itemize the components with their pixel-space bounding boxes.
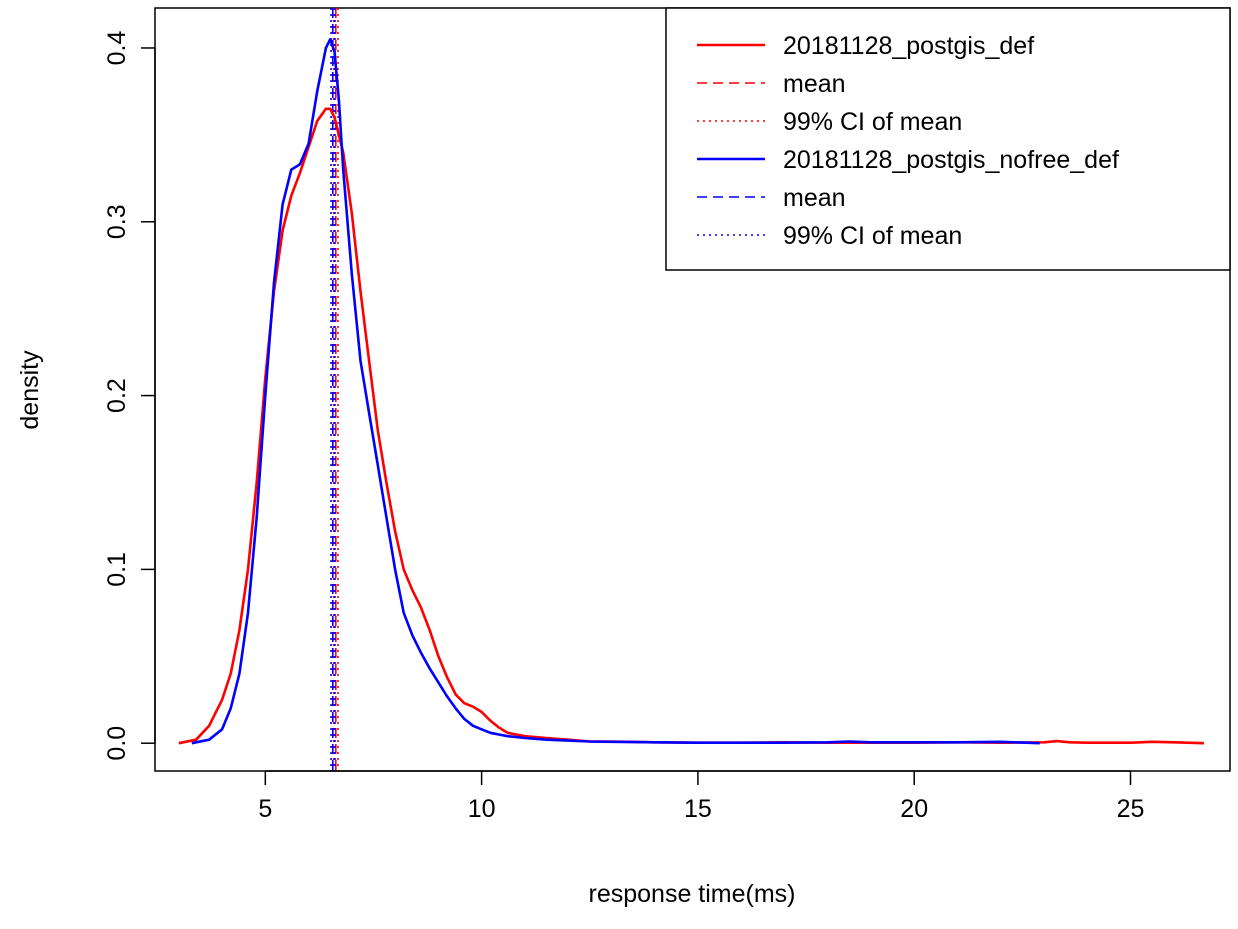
y-tick-label-3: 0.3 bbox=[103, 204, 131, 239]
y-tick-label-0: 0.0 bbox=[103, 726, 131, 761]
legend-label-1: mean bbox=[783, 70, 846, 98]
y-tick-label-1: 0.1 bbox=[103, 552, 131, 587]
series-lines bbox=[178, 37, 1205, 745]
x-tick-label-1: 10 bbox=[468, 795, 496, 823]
legend-label-2: 99% CI of mean bbox=[783, 108, 962, 136]
x-tick-label-3: 20 bbox=[900, 795, 928, 823]
x-axis-label: response time(ms) bbox=[589, 880, 796, 908]
x-tick-label-0: 5 bbox=[258, 795, 272, 823]
legend-box bbox=[665, 7, 1231, 271]
x-tick-label-4: 25 bbox=[1117, 795, 1145, 823]
legend-label-5: 99% CI of mean bbox=[783, 222, 962, 250]
y-tick-label-4: 0.4 bbox=[103, 31, 131, 66]
y-axis-label: density bbox=[16, 350, 44, 430]
y-tick-label-2: 0.2 bbox=[103, 378, 131, 413]
x-tick-label-2: 15 bbox=[684, 795, 712, 823]
legend-label-0: 20181128_postgis_def bbox=[783, 32, 1034, 60]
legend-label-3: 20181128_postgis_nofree_def bbox=[783, 146, 1119, 174]
y-axis: 0.0 0.1 0.2 0.3 0.4 bbox=[103, 31, 156, 761]
x-axis: 5 10 15 20 25 bbox=[258, 770, 1145, 823]
legend-label-4: mean bbox=[783, 184, 846, 212]
series-line-1 bbox=[191, 37, 1040, 745]
